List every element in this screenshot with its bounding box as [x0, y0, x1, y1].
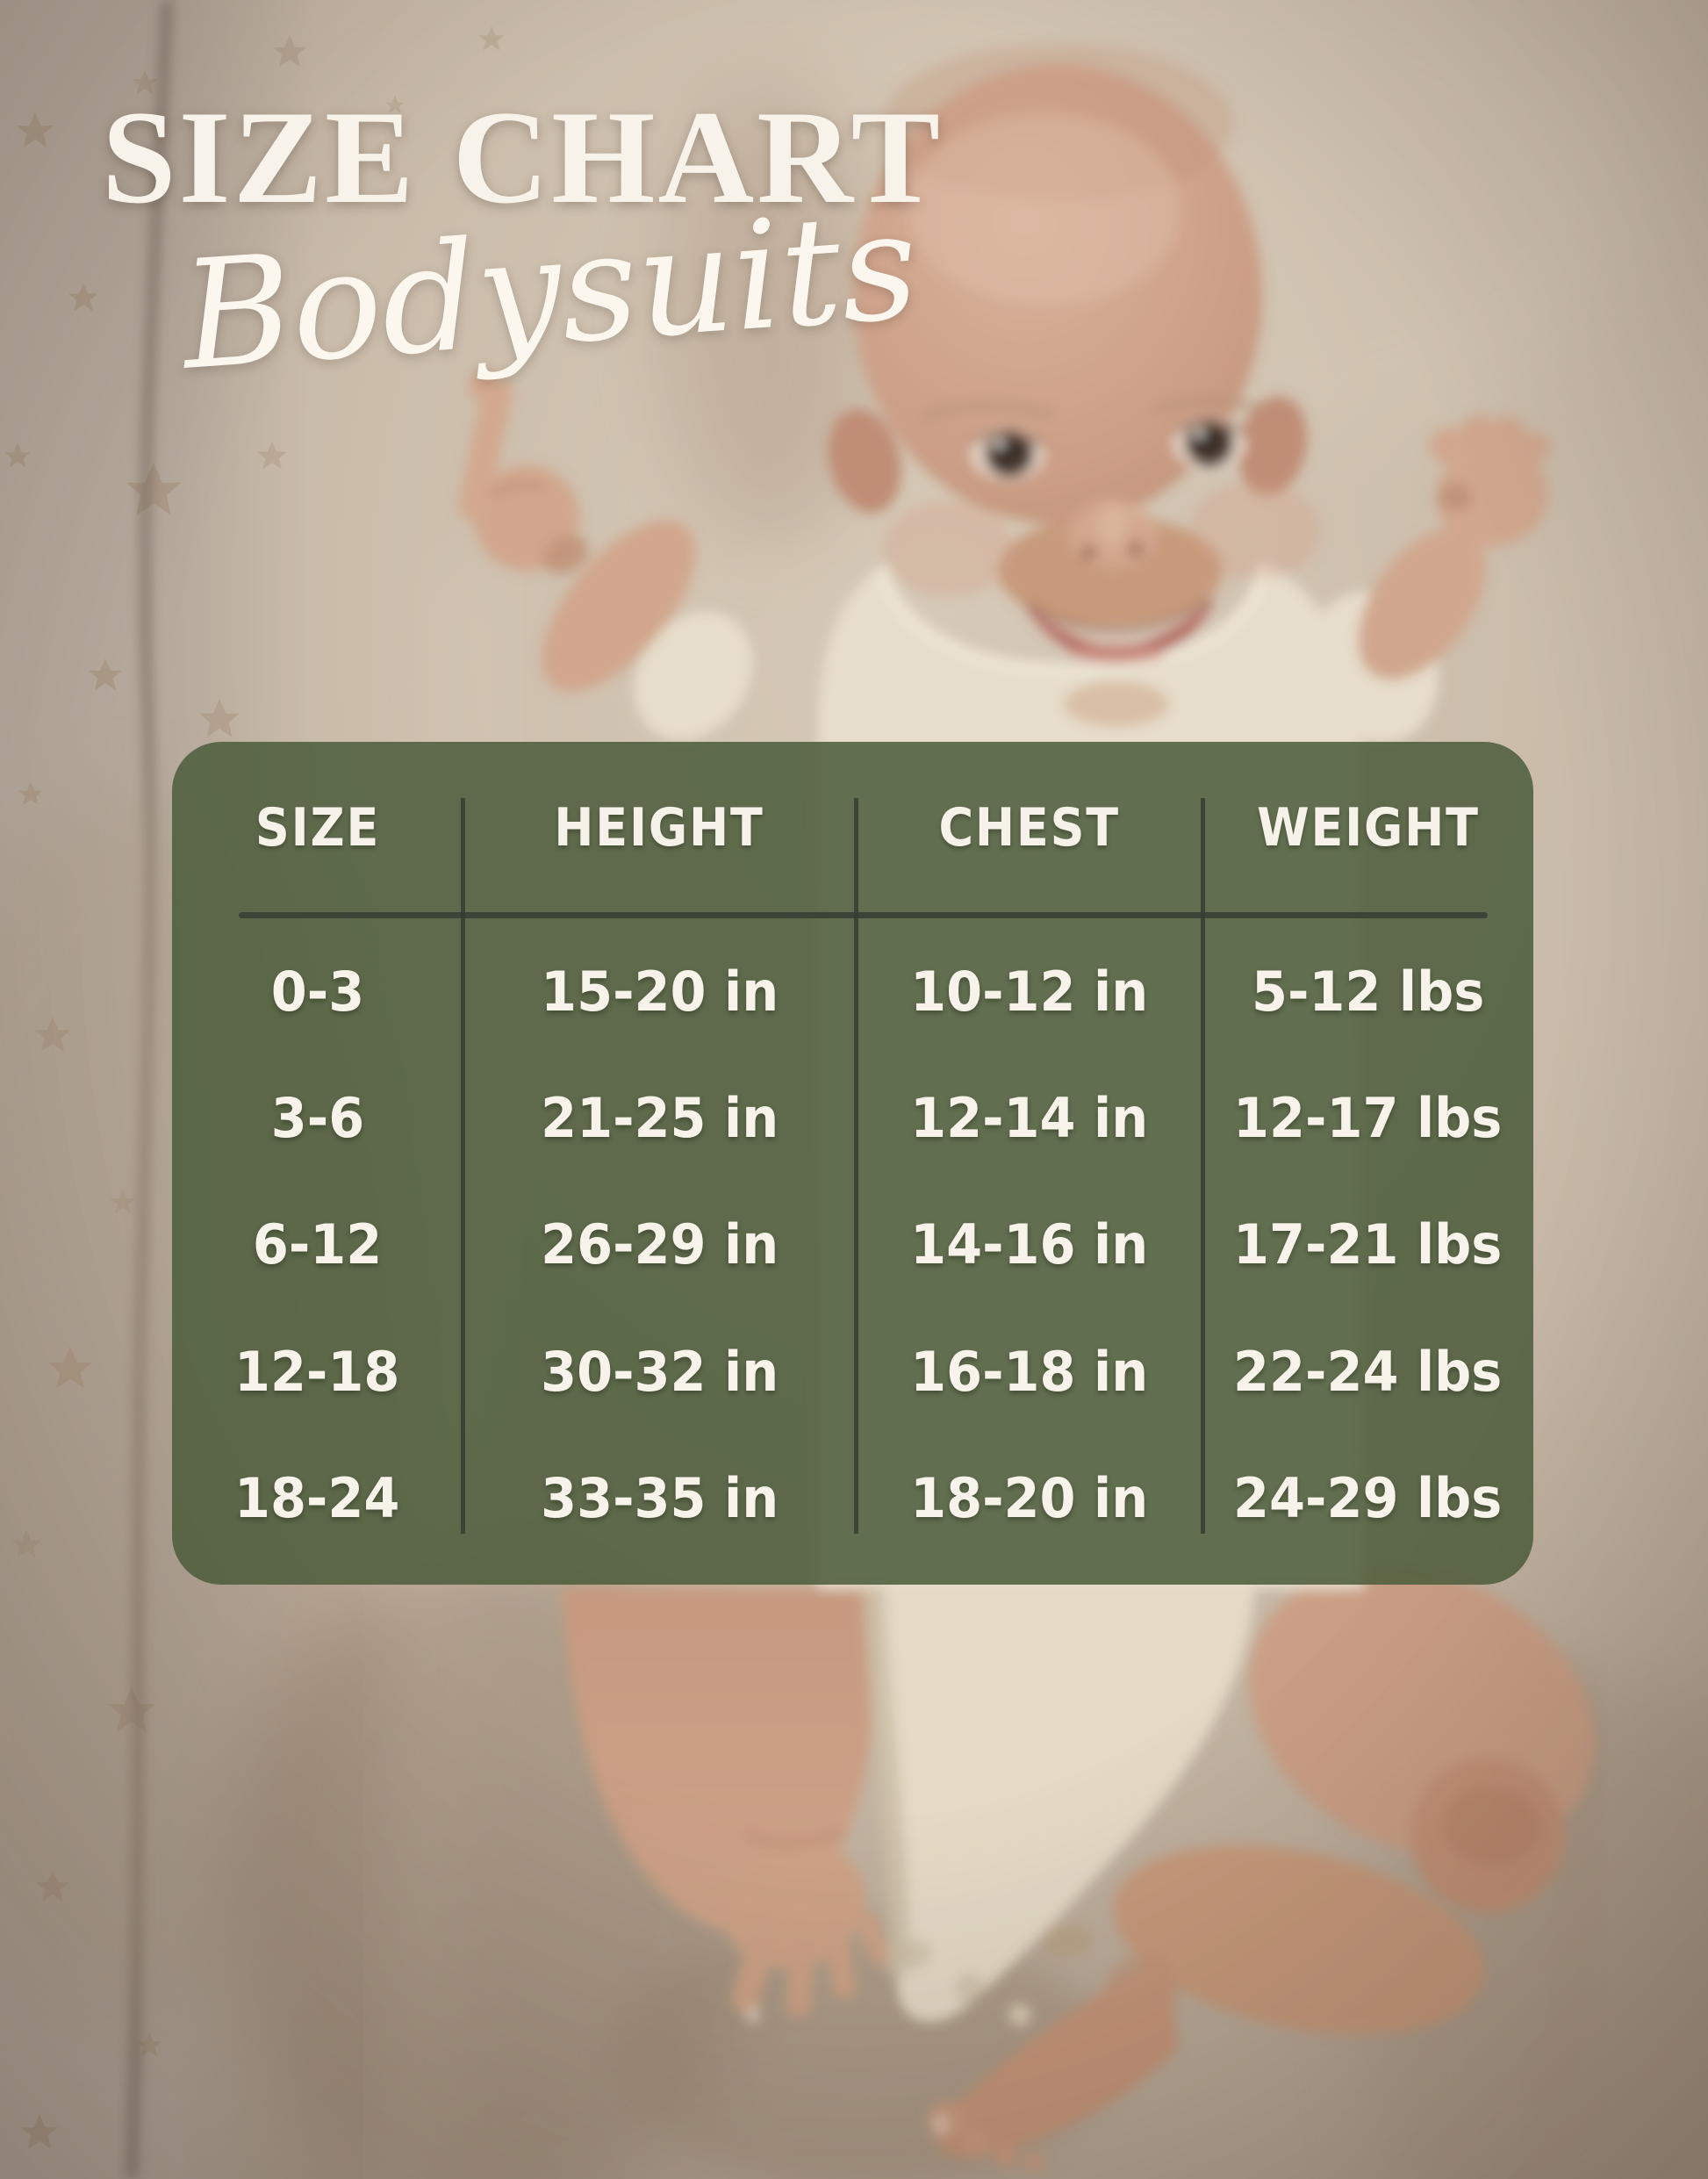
cell-size: 6-12: [252, 1212, 383, 1277]
cell-chest: 14-16 in: [910, 1212, 1149, 1277]
page-title: SIZE CHART: [102, 83, 944, 231]
table-body: 0-3 15-20 in 10-12 in 5-12 lbs 3-6 21-25…: [172, 928, 1533, 1562]
cell-height: 15-20 in: [540, 959, 779, 1024]
cell-chest: 18-20 in: [910, 1466, 1149, 1531]
cell-chest: 16-18 in: [910, 1339, 1149, 1404]
cell-weight: 12-17 lbs: [1233, 1086, 1503, 1151]
header-divider: [239, 912, 1488, 918]
cell-weight: 17-21 lbs: [1233, 1212, 1503, 1277]
table-row: 3-6 21-25 in 12-14 in 12-17 lbs: [172, 1086, 1533, 1150]
cell-height: 33-35 in: [540, 1466, 779, 1531]
cell-height: 26-29 in: [540, 1212, 779, 1277]
cell-weight: 5-12 lbs: [1251, 959, 1485, 1024]
cell-chest: 12-14 in: [910, 1086, 1149, 1151]
cell-height: 30-32 in: [540, 1339, 779, 1404]
table-row: 18-24 33-35 in 18-20 in 24-29 lbs: [172, 1466, 1533, 1530]
table-header-row: SIZE HEIGHT CHEST WEIGHT: [172, 742, 1533, 914]
cell-size: 18-24: [234, 1466, 400, 1531]
cell-size: 12-18: [234, 1339, 400, 1404]
column-header-chest: CHEST: [938, 797, 1120, 859]
size-chart-panel: SIZE HEIGHT CHEST WEIGHT 0-3 15-20 in 10…: [172, 742, 1533, 1585]
table-row: 0-3 15-20 in 10-12 in 5-12 lbs: [172, 960, 1533, 1024]
table-row: 6-12 26-29 in 14-16 in 17-21 lbs: [172, 1212, 1533, 1276]
cell-size: 3-6: [270, 1086, 364, 1151]
cell-weight: 22-24 lbs: [1233, 1339, 1503, 1404]
table-row: 12-18 30-32 in 16-18 in 22-24 lbs: [172, 1340, 1533, 1404]
cell-size: 0-3: [270, 959, 364, 1024]
column-divider: [461, 798, 465, 1534]
column-divider: [854, 798, 858, 1534]
cell-weight: 24-29 lbs: [1233, 1466, 1503, 1531]
column-divider: [1201, 798, 1205, 1534]
cell-chest: 10-12 in: [910, 959, 1149, 1024]
column-header-height: HEIGHT: [554, 797, 764, 859]
cell-height: 21-25 in: [540, 1086, 779, 1151]
column-header-size: SIZE: [255, 797, 380, 859]
column-header-weight: WEIGHT: [1256, 797, 1480, 859]
